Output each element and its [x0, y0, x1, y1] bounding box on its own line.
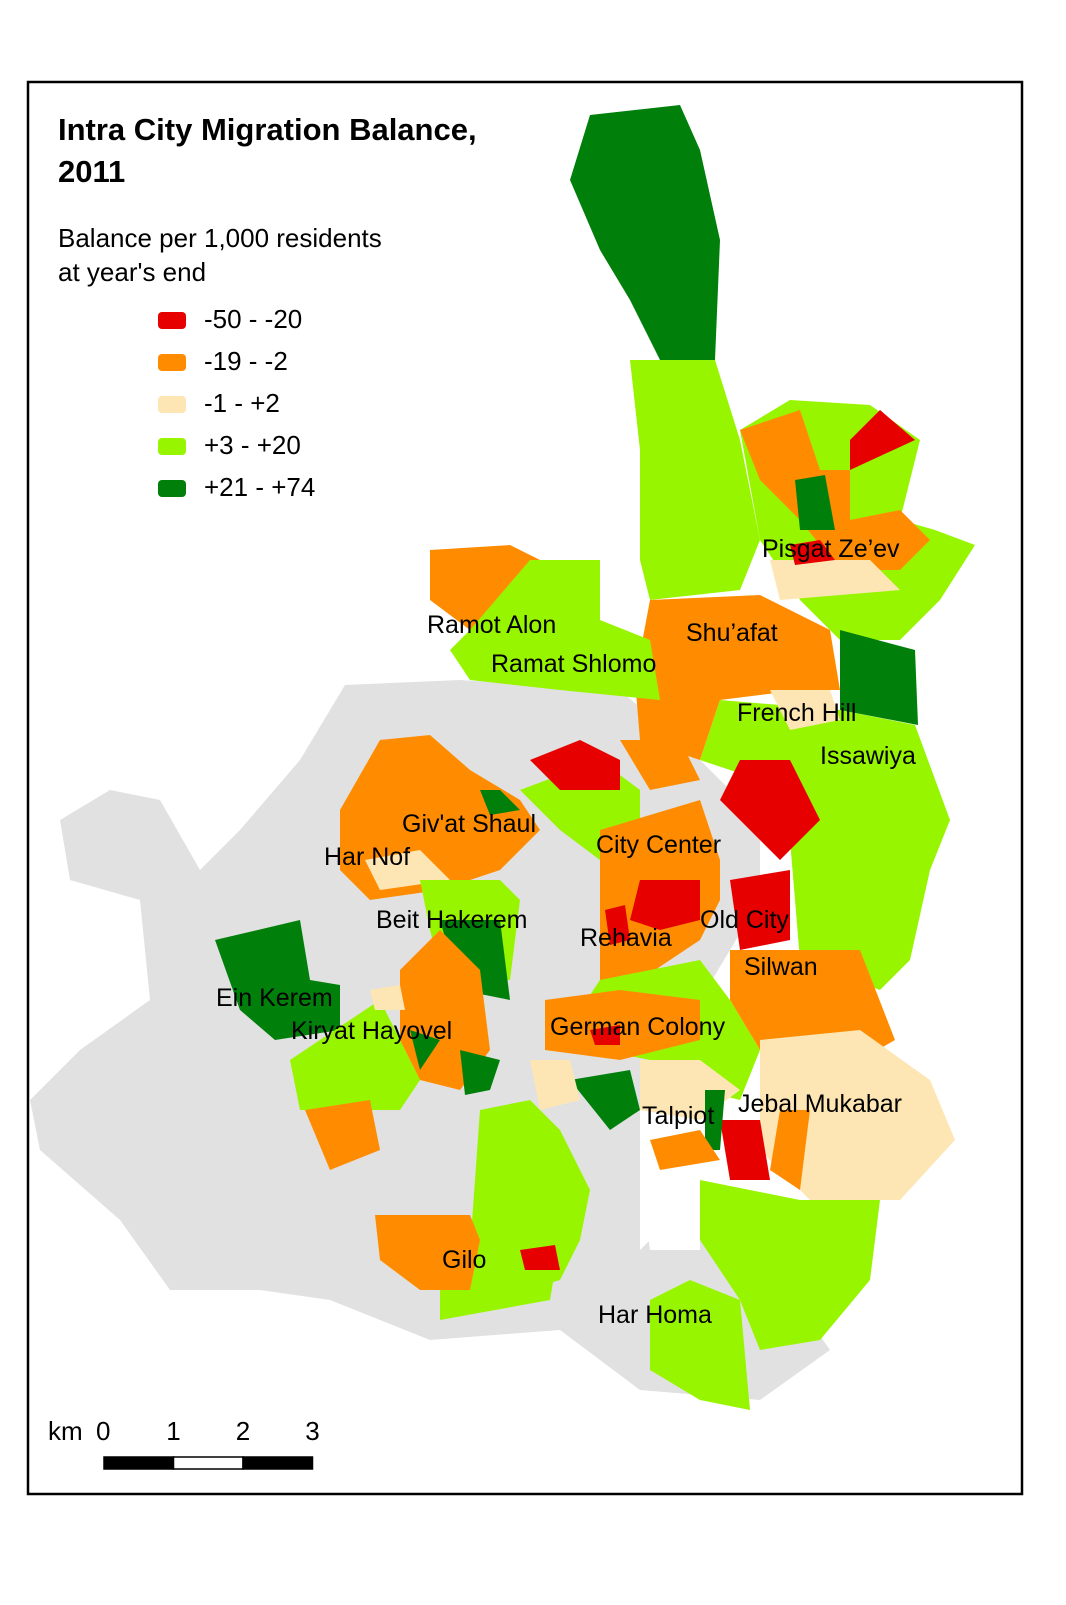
legend-swatch [158, 480, 186, 497]
place-label: Shu’afat [686, 619, 778, 647]
legend-title: Balance per 1,000 residents [58, 223, 382, 253]
legend-swatch [158, 396, 186, 413]
place-label: Gilo [442, 1246, 486, 1274]
scale-bar: km 0 1 2 3 [48, 1416, 320, 1470]
district [215, 920, 340, 1040]
place-labels: Pisgat Ze’ev Ramot Alon Shu’afat Ramat S… [216, 535, 916, 1329]
place-label: Ramot Alon [427, 611, 556, 639]
place-label: Beit Hakerem [376, 906, 527, 934]
district [770, 690, 840, 730]
district [840, 630, 918, 725]
scale-segment [242, 1456, 314, 1470]
place-label: Silwan [744, 953, 818, 981]
district [630, 880, 700, 930]
place-label: Issawiya [820, 742, 916, 770]
title: Intra City Migration Balance, [58, 112, 477, 147]
district [730, 870, 790, 950]
district [720, 760, 820, 860]
district [850, 410, 915, 470]
place-label: German Colony [550, 1013, 726, 1041]
district [570, 105, 720, 360]
district [545, 990, 700, 1060]
place-label: Pisgat Ze’ev [762, 535, 900, 563]
scale-segment [172, 1456, 244, 1470]
regions [215, 105, 975, 1410]
district [635, 595, 840, 760]
legend-label: +21 - +74 [204, 472, 315, 502]
district [630, 360, 760, 600]
place-label: Ein Kerem [216, 984, 333, 1012]
district [460, 1050, 500, 1095]
place-label: Rehavia [580, 924, 672, 952]
gap [640, 1180, 700, 1250]
district [790, 540, 835, 565]
place-label: Ramat Shlomo [491, 650, 656, 678]
place-label: Talpiot [642, 1102, 714, 1130]
scale-unit: km [48, 1416, 83, 1446]
district [720, 1120, 770, 1180]
legend-swatch [158, 354, 186, 371]
legend-swatch [158, 312, 186, 329]
place-label: Har Homa [598, 1301, 712, 1329]
legend-label: -50 - -20 [204, 304, 302, 334]
place-label: French Hill [737, 699, 856, 727]
scale-tick-label: 2 [236, 1416, 250, 1446]
scale-tick-label: 0 [96, 1416, 110, 1446]
district [650, 1130, 720, 1170]
legend-label: -19 - -2 [204, 346, 288, 376]
legend: -50 - -20 -19 - -2 -1 - +2 +3 - +20 +21 - +7… [158, 304, 315, 502]
district [620, 740, 700, 790]
district [570, 1070, 640, 1130]
district [530, 740, 620, 790]
scale-segment [103, 1456, 175, 1470]
place-label: Giv'at Shaul [402, 810, 536, 838]
district [590, 1025, 620, 1045]
scale-tick-label: 1 [166, 1416, 180, 1446]
district [520, 1245, 560, 1270]
title: 2011 [58, 154, 125, 189]
district [530, 1060, 580, 1110]
place-label: Kiryat Hayovel [291, 1017, 452, 1045]
place-label: Old City [700, 906, 789, 934]
district [700, 1180, 880, 1350]
district [480, 790, 520, 815]
legend-label: -1 - +2 [204, 388, 280, 418]
scale-tick-label: 3 [305, 1416, 319, 1446]
district [795, 475, 835, 530]
district [605, 905, 630, 945]
district [305, 1100, 380, 1170]
legend-title: at year's end [58, 257, 206, 287]
district [375, 1215, 480, 1290]
district [760, 1030, 955, 1200]
district [450, 560, 660, 700]
district [770, 1110, 810, 1190]
place-label: Har Nof [324, 843, 410, 871]
place-label: City Center [596, 831, 721, 859]
district [370, 985, 405, 1010]
district [770, 560, 900, 600]
legend-swatch [158, 438, 186, 455]
district [740, 410, 930, 570]
district [410, 1030, 440, 1070]
legend-label: +3 - +20 [204, 430, 301, 460]
district [705, 1090, 725, 1150]
district [290, 1000, 420, 1110]
place-label: Jebal Mukabar [738, 1090, 902, 1118]
district [650, 1280, 750, 1410]
